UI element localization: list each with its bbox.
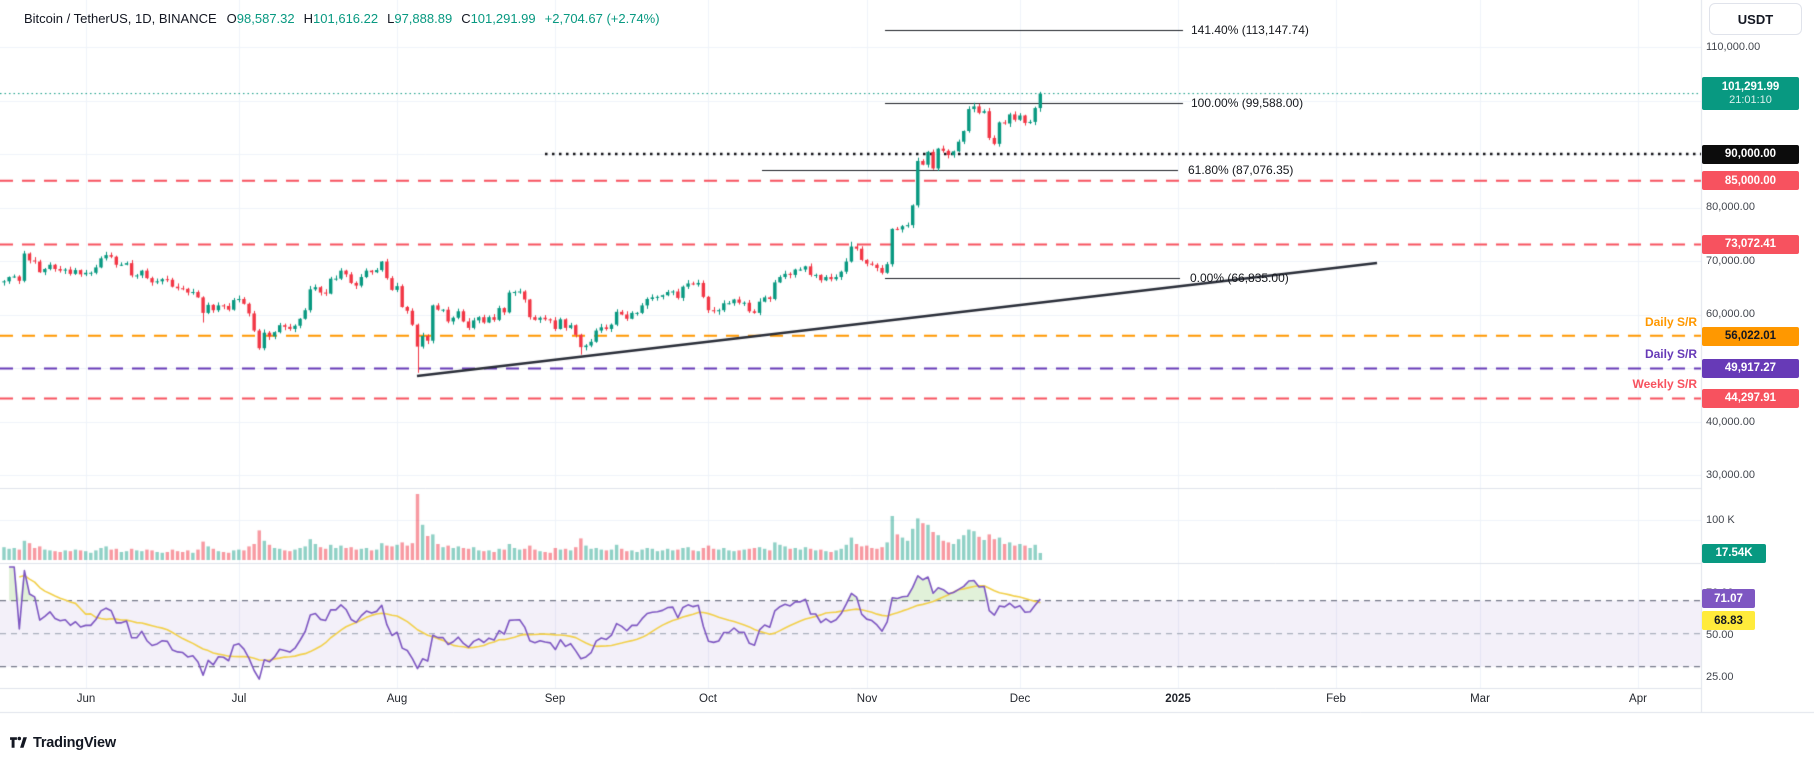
tradingview-attribution[interactable]: TradingView (9, 733, 116, 752)
currency-toggle-button[interactable]: USDT (1709, 3, 1802, 35)
sr-text-weekly-s-r: Weekly S/R (1632, 376, 1697, 391)
axis-price-label-4991727: 49,917.27 (1702, 358, 1799, 378)
fib-label-100-00: 100.00% (99,588.00) (1191, 95, 1304, 110)
ohlc-value-o: O98,587.32 (226, 10, 295, 26)
ohlc-value-c: C101,291.99 (461, 10, 536, 26)
axis-tick-4000000: 40,000.00 (1706, 416, 1755, 428)
time-tick-jul: Jul (231, 693, 247, 705)
axis-tick-7000000: 70,000.00 (1706, 255, 1755, 267)
axis-tick-5000: 50.00 (1706, 629, 1734, 641)
axis-price-label-4429791: 44,297.91 (1702, 389, 1799, 408)
axis-price-label-6883: 68.83 (1702, 611, 1755, 631)
tradingview-brand-text: TradingView (33, 734, 116, 751)
tradingview-logo-icon (10, 736, 27, 748)
axis-tick-6000000: 60,000.00 (1706, 308, 1755, 320)
axis-tick-8000000: 80,000.00 (1706, 201, 1755, 213)
time-tick-aug: Aug (386, 693, 408, 705)
time-tick-apr: Apr (1629, 693, 1647, 705)
axis-price-label-8500000: 85,000.00 (1702, 171, 1799, 191)
time-tick-feb: Feb (1326, 693, 1346, 705)
symbol-title[interactable]: Bitcoin / TetherUS, 1D, BINANCE (24, 10, 217, 26)
sr-text-daily-s-r: Daily S/R (1644, 346, 1697, 361)
price-change: +2,704.67 (+2.74%) (544, 10, 660, 26)
axis-price-label-7107: 71.07 (1702, 589, 1755, 609)
axis-price-label-5602201: 56,022.01 (1702, 327, 1799, 346)
time-tick-jun: Jun (76, 693, 96, 705)
axis-price-label-10129199: 101,291.99 21:01:10 (1702, 77, 1799, 111)
axis-price-label-1754K: 17.54K (1702, 543, 1766, 563)
axis-price-label-9000000: 90,000.00 (1702, 144, 1799, 164)
sr-text-daily-s-r: Daily S/R (1644, 314, 1697, 329)
time-tick-2025: 2025 (1165, 693, 1191, 705)
fib-label-141-40: 141.40% (113,147.74) (1191, 23, 1309, 38)
fib-label-61-80: 61.80% (87,076.35) (1188, 162, 1294, 177)
ohlc-value-l: L97,888.89 (387, 10, 453, 26)
axis-tick-11000000: 110,000.00 (1706, 41, 1761, 53)
axis-price-label-7307241: 73,072.41 (1702, 235, 1799, 255)
axis-tick-3000000: 30,000.00 (1706, 469, 1755, 481)
symbol-header: Bitcoin / TetherUS, 1D, BINANCE O98,587.… (24, 8, 660, 28)
ohlc-value-h: H101,616.22 (303, 10, 379, 26)
axis-tick-2500: 25.00 (1706, 671, 1734, 683)
time-tick-oct: Oct (699, 693, 717, 705)
fib-label-0-00: 0.00% (66,835.00) (1190, 270, 1289, 285)
ohlc-readout: O98,587.32 H101,616.22 L97,888.89 C101,291.… (227, 11, 545, 26)
time-tick-sep: Sep (544, 693, 566, 705)
time-tick-mar: Mar (1470, 693, 1490, 705)
time-axis[interactable]: Jun Jul Aug Sep Oct Nov Dec 2025 Feb Mar Apr (0, 688, 1701, 712)
time-tick-dec: Dec (1009, 693, 1031, 705)
axis-tick-100K: 100 K (1706, 514, 1735, 526)
time-tick-nov: Nov (856, 693, 878, 705)
